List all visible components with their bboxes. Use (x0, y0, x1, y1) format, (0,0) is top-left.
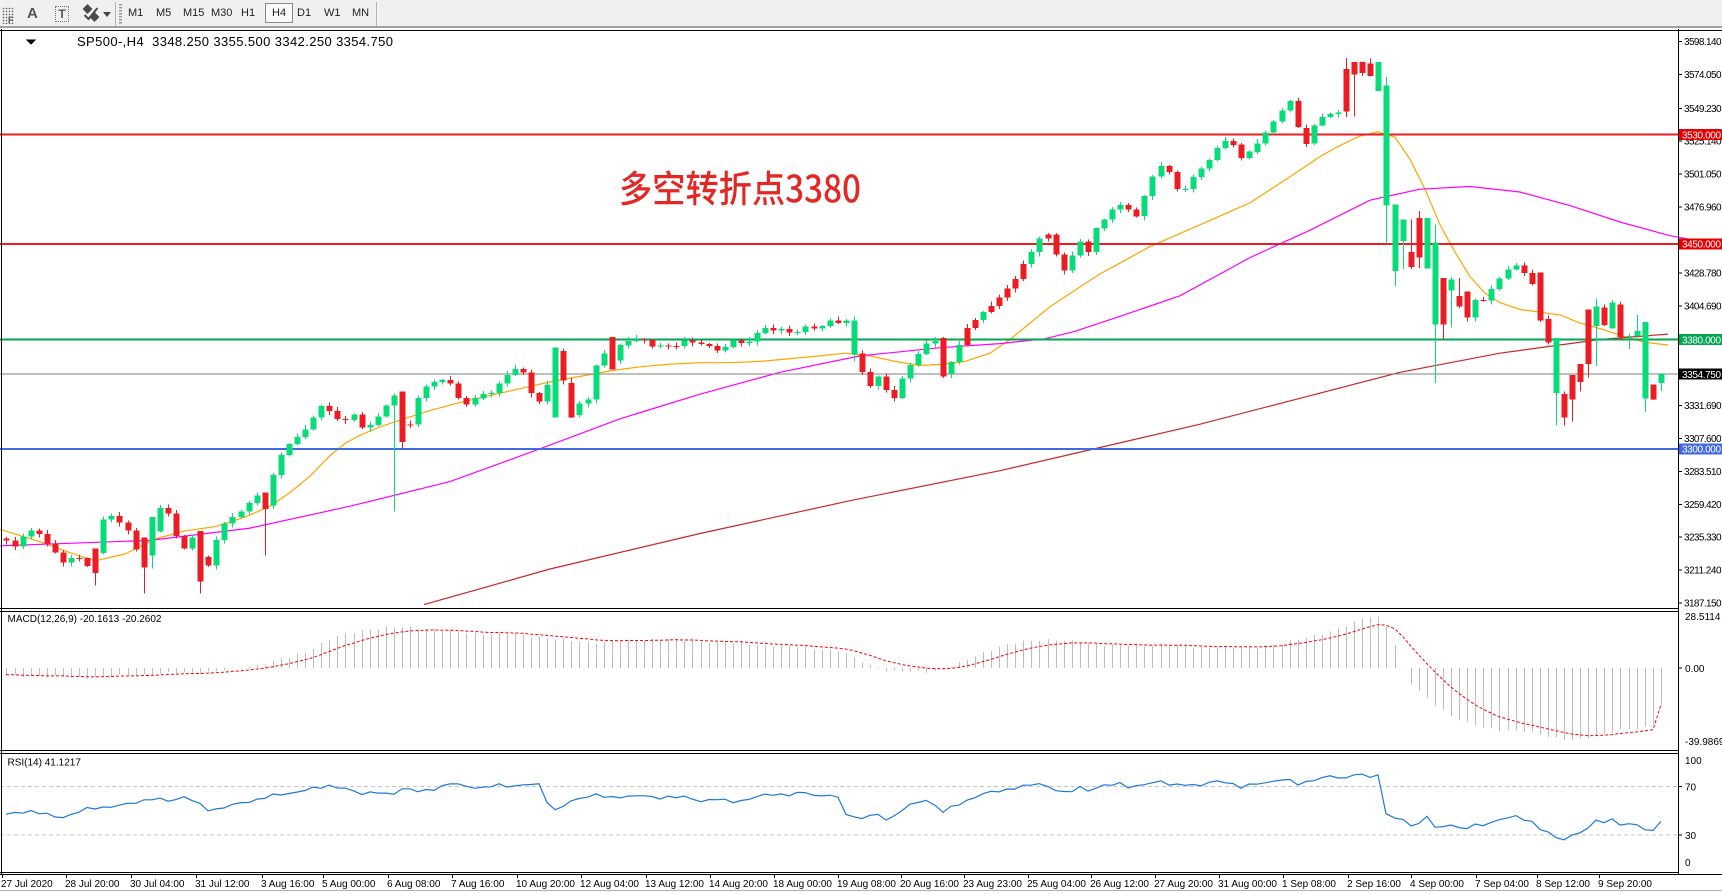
svg-text:7 Sep 04:00: 7 Sep 04:00 (1475, 879, 1529, 890)
svg-text:3549.230: 3549.230 (1684, 104, 1722, 115)
svg-text:1 Sep 08:00: 1 Sep 08:00 (1282, 879, 1336, 890)
svg-text:13 Aug 12:00: 13 Aug 12:00 (645, 879, 704, 890)
svg-text:30 Jul 04:00: 30 Jul 04:00 (130, 879, 185, 890)
svg-text:19 Aug 08:00: 19 Aug 08:00 (837, 879, 896, 890)
svg-text:20 Aug 16:00: 20 Aug 16:00 (900, 879, 959, 890)
svg-text:3476.960: 3476.960 (1684, 203, 1722, 214)
svg-text:8 Sep 12:00: 8 Sep 12:00 (1536, 879, 1590, 890)
svg-text:10 Aug 20:00: 10 Aug 20:00 (516, 879, 575, 890)
svg-text:5 Aug 00:00: 5 Aug 00:00 (322, 879, 376, 890)
svg-text:23 Aug 23:00: 23 Aug 23:00 (963, 879, 1022, 890)
svg-text:30: 30 (1685, 831, 1697, 842)
svg-text:27 Aug 20:00: 27 Aug 20:00 (1154, 879, 1213, 890)
svg-text:27 Jul 2020: 27 Jul 2020 (1, 879, 53, 890)
svg-text:3530.000: 3530.000 (1682, 130, 1721, 141)
svg-text:3450.000: 3450.000 (1682, 240, 1721, 251)
svg-text:3574.050: 3574.050 (1684, 70, 1722, 81)
svg-text:3501.050: 3501.050 (1684, 170, 1722, 181)
svg-text:0: 0 (1685, 858, 1691, 869)
svg-text:31 Jul 12:00: 31 Jul 12:00 (195, 879, 250, 890)
svg-text:0.00: 0.00 (1685, 664, 1705, 675)
svg-text:MACD(12,26,9) -20.1613 -20.260: MACD(12,26,9) -20.1613 -20.2602 (8, 614, 162, 625)
svg-text:7 Aug 16:00: 7 Aug 16:00 (451, 879, 505, 890)
svg-text:3354.750: 3354.750 (1682, 370, 1721, 381)
svg-text:25 Aug 04:00: 25 Aug 04:00 (1027, 879, 1086, 890)
svg-text:100: 100 (1685, 756, 1702, 767)
svg-text:3300.000: 3300.000 (1682, 445, 1721, 456)
svg-text:14 Aug 20:00: 14 Aug 20:00 (709, 879, 768, 890)
svg-text:28 Jul 20:00: 28 Jul 20:00 (65, 879, 120, 890)
svg-text:SP500-,H4 3348.250 3355.500 3: SP500-,H4 3348.250 3355.500 3342.250 335… (77, 34, 393, 49)
svg-text:31 Aug 00:00: 31 Aug 00:00 (1218, 879, 1277, 890)
svg-text:3259.420: 3259.420 (1684, 500, 1722, 511)
svg-text:3428.780: 3428.780 (1684, 268, 1722, 279)
svg-text:3404.690: 3404.690 (1684, 301, 1722, 312)
svg-text:3380.000: 3380.000 (1682, 335, 1721, 346)
svg-text:28.5114: 28.5114 (1685, 612, 1721, 623)
svg-text:4 Sep 00:00: 4 Sep 00:00 (1410, 879, 1464, 890)
svg-text:3235.330: 3235.330 (1684, 533, 1722, 544)
svg-text:26 Aug 12:00: 26 Aug 12:00 (1090, 879, 1149, 890)
svg-text:RSI(14) 41.1217: RSI(14) 41.1217 (8, 758, 82, 769)
svg-text:6 Aug 08:00: 6 Aug 08:00 (387, 879, 441, 890)
svg-text:3 Aug 16:00: 3 Aug 16:00 (261, 879, 315, 890)
svg-text:3307.600: 3307.600 (1684, 434, 1722, 445)
svg-text:9 Sep 20:00: 9 Sep 20:00 (1598, 879, 1652, 890)
svg-text:70: 70 (1685, 783, 1697, 794)
svg-text:12 Aug 04:00: 12 Aug 04:00 (580, 879, 639, 890)
svg-text:-39.9869: -39.9869 (1685, 737, 1722, 748)
svg-text:3211.240: 3211.240 (1684, 566, 1722, 577)
svg-text:2 Sep 16:00: 2 Sep 16:00 (1347, 879, 1401, 890)
svg-text:3598.140: 3598.140 (1684, 37, 1722, 48)
svg-text:3331.690: 3331.690 (1684, 401, 1722, 412)
svg-text:3187.150: 3187.150 (1684, 599, 1722, 610)
svg-text:18 Aug 00:00: 18 Aug 00:00 (773, 879, 832, 890)
svg-text:3525.140: 3525.140 (1684, 137, 1722, 148)
svg-text:3283.510: 3283.510 (1684, 467, 1722, 478)
